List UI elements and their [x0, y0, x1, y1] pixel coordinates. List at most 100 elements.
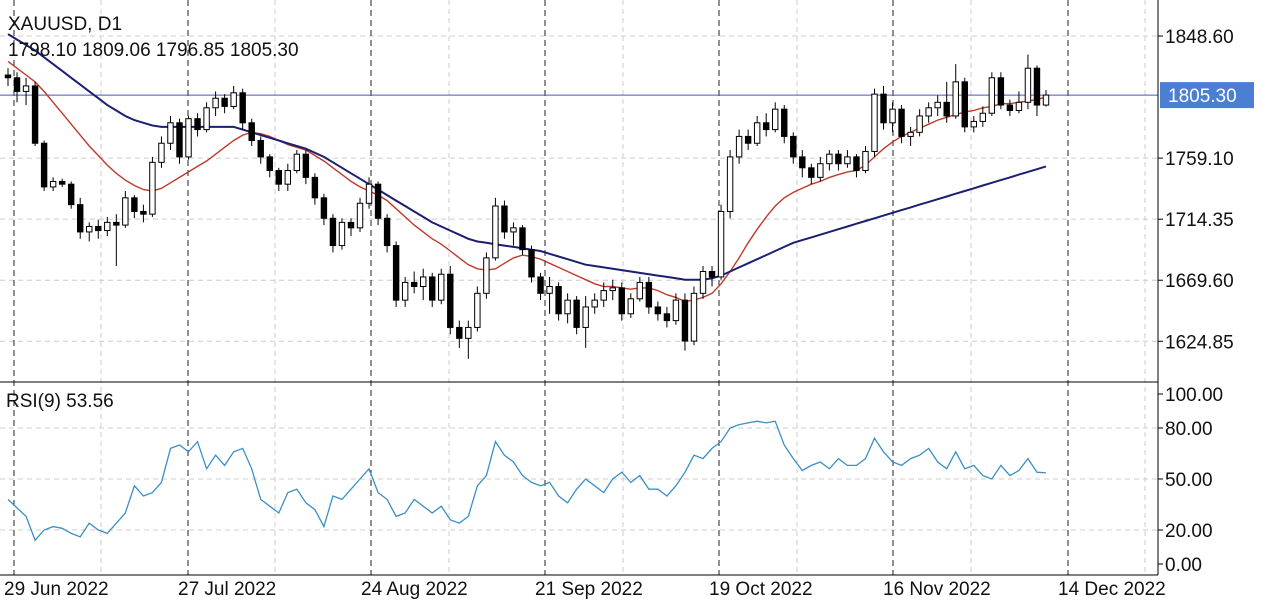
candle	[618, 282, 625, 321]
candle-body-up	[438, 273, 445, 301]
candle	[410, 271, 418, 294]
candle	[293, 150, 301, 174]
candle-body-down	[790, 135, 797, 158]
candle	[86, 222, 93, 242]
candle	[401, 276, 409, 307]
rsi-tick-label: 100.00	[1165, 385, 1223, 406]
candle	[519, 225, 526, 256]
candle	[916, 109, 923, 137]
candle	[67, 181, 75, 209]
candle	[266, 154, 273, 178]
candle-body-down	[799, 156, 806, 169]
date-tick-label: 29 Jun 2022	[4, 579, 109, 600]
candle	[230, 85, 237, 110]
candle	[167, 115, 174, 151]
candle-body-up	[510, 227, 517, 233]
candle-body-down	[275, 170, 282, 185]
price-axis-ticks: 1848.60 1759.10 1714.35 1669.60 1624.85	[1158, 27, 1234, 353]
candle-body-down	[808, 167, 815, 178]
candle-body-up	[952, 81, 959, 117]
candle-body-up	[970, 120, 977, 128]
candle-body-up	[600, 290, 607, 301]
candle	[600, 282, 607, 307]
candle	[979, 106, 987, 127]
candle-body-up	[122, 197, 129, 226]
candle	[645, 276, 653, 314]
candle	[492, 197, 499, 261]
candle-body-down	[645, 281, 653, 308]
candle	[392, 241, 400, 307]
rsi-axis-ticks: 100.00 80.00 50.00 20.00 0.00	[1158, 385, 1223, 576]
candle-body-down	[898, 108, 905, 137]
candle	[131, 195, 138, 219]
candle-body-up	[609, 287, 616, 292]
candle-body-up	[672, 299, 680, 322]
candle	[329, 214, 337, 253]
candle-body-down	[131, 197, 138, 212]
candle-body-down	[320, 197, 328, 219]
candle	[419, 268, 427, 301]
candle-body-up	[474, 292, 481, 328]
candle	[943, 81, 950, 123]
candle	[654, 301, 662, 321]
candle-body-down	[176, 122, 183, 158]
candle	[194, 113, 201, 137]
candle-body-up	[1015, 101, 1023, 112]
candle-body-up	[934, 101, 941, 109]
candle-body-up	[86, 225, 93, 233]
date-tick-label: 14 Dec 2022	[1058, 579, 1166, 600]
candle	[501, 200, 508, 239]
candle-body-up	[365, 183, 373, 204]
candle	[1024, 54, 1032, 110]
candle-body-down	[67, 183, 75, 206]
candle-body-up	[149, 161, 156, 215]
candle	[537, 272, 544, 301]
candle	[429, 272, 436, 307]
candle	[555, 282, 562, 321]
candle-body-down	[663, 313, 671, 322]
candle	[808, 163, 815, 185]
current-price-tag-bg	[1160, 82, 1254, 109]
candle	[880, 85, 887, 130]
candle-body-down	[113, 221, 120, 226]
candle-body-down	[257, 140, 264, 158]
symbol-label: XAUUSD, D1	[8, 14, 122, 35]
candle	[790, 132, 797, 164]
candle	[221, 94, 228, 114]
candle	[528, 245, 535, 283]
candle-body-up	[167, 122, 174, 144]
candle-body-down	[383, 217, 391, 247]
candle	[447, 266, 454, 335]
candle	[465, 320, 472, 359]
candle	[122, 191, 129, 228]
candle-body-up	[735, 135, 743, 158]
candle	[546, 276, 553, 314]
candle-body-down	[744, 135, 752, 144]
candle	[113, 214, 120, 267]
candle	[925, 102, 932, 123]
date-separator-lines	[13, 0, 1069, 575]
candle-body-up	[203, 107, 210, 131]
candle-body-up	[591, 299, 598, 308]
candle-body-up	[699, 270, 707, 294]
candle	[212, 91, 219, 116]
current-price-tag-label: 1805.30	[1168, 86, 1237, 107]
candle-body-up	[49, 180, 57, 188]
candle	[826, 150, 833, 171]
price-tick-label: 1714.35	[1165, 210, 1234, 231]
candle	[239, 88, 246, 130]
candle-body-down	[140, 210, 147, 215]
candle-body-down	[681, 299, 689, 342]
candle	[347, 218, 355, 237]
candle	[772, 102, 779, 133]
candle-body-up	[582, 306, 589, 328]
candle-body-up	[907, 131, 914, 137]
candle	[365, 177, 373, 209]
candle-body-down	[58, 180, 66, 185]
candle	[320, 193, 328, 226]
candle	[140, 204, 147, 223]
candle	[510, 222, 517, 246]
rsi-header: RSI(9) 53.56	[6, 391, 114, 412]
candle-body-down	[95, 225, 102, 232]
candle	[997, 72, 1005, 110]
